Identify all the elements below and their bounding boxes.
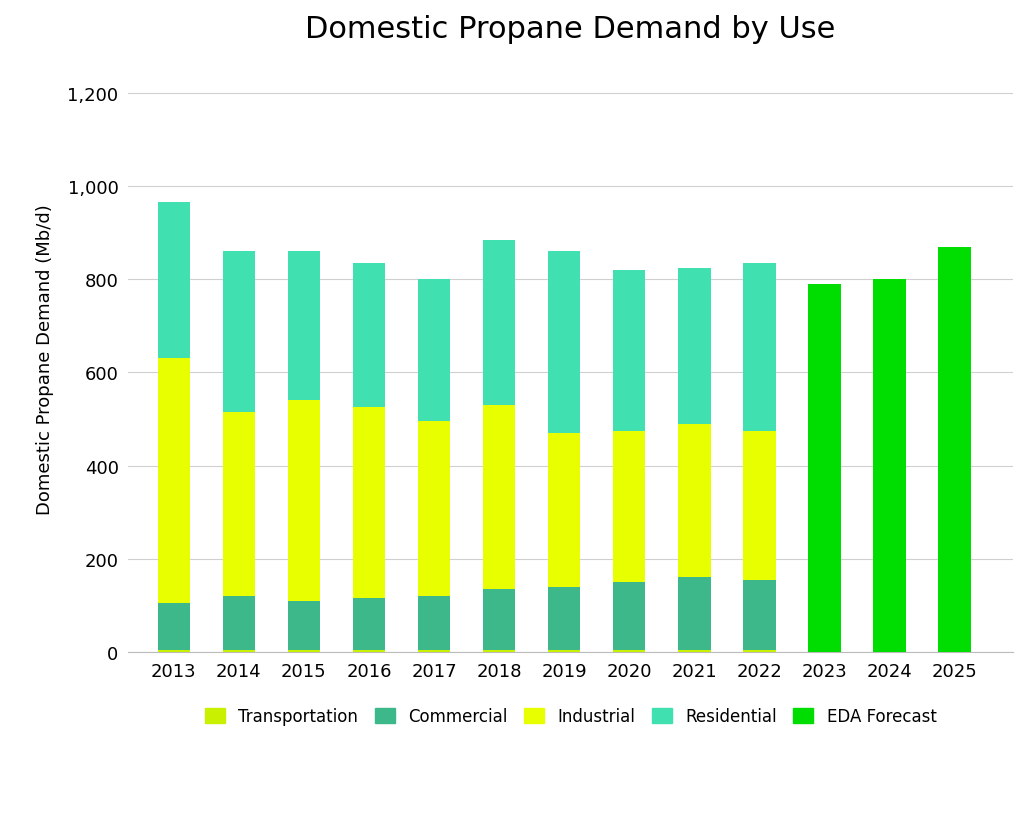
Legend: Transportation, Commercial, Industrial, Residential, EDA Forecast: Transportation, Commercial, Industrial, … bbox=[198, 700, 944, 732]
Bar bbox=[678, 424, 710, 577]
Bar bbox=[548, 252, 581, 433]
Bar bbox=[353, 599, 386, 650]
Bar bbox=[353, 408, 386, 599]
Bar bbox=[743, 264, 775, 431]
Bar bbox=[743, 650, 775, 652]
Bar bbox=[743, 580, 775, 650]
Bar bbox=[157, 203, 190, 359]
Bar bbox=[548, 587, 581, 650]
Bar bbox=[223, 252, 255, 413]
Bar bbox=[288, 252, 320, 400]
Bar bbox=[483, 405, 515, 590]
Bar bbox=[483, 240, 515, 405]
Bar bbox=[678, 577, 710, 650]
Bar bbox=[678, 268, 710, 424]
Bar bbox=[223, 413, 255, 596]
Bar bbox=[743, 431, 775, 580]
Bar bbox=[288, 650, 320, 652]
Bar bbox=[288, 400, 320, 601]
Bar bbox=[353, 264, 386, 408]
Bar bbox=[613, 270, 646, 431]
Bar bbox=[548, 650, 581, 652]
Bar bbox=[678, 650, 710, 652]
Bar bbox=[417, 280, 450, 422]
Bar bbox=[808, 284, 841, 652]
Bar bbox=[873, 280, 906, 652]
Bar bbox=[157, 604, 190, 650]
Bar bbox=[613, 431, 646, 582]
Bar bbox=[223, 596, 255, 650]
Y-axis label: Domestic Propane Demand (Mb/d): Domestic Propane Demand (Mb/d) bbox=[36, 204, 53, 514]
Bar bbox=[483, 650, 515, 652]
Bar bbox=[417, 596, 450, 650]
Bar bbox=[223, 650, 255, 652]
Bar bbox=[353, 650, 386, 652]
Bar bbox=[417, 422, 450, 596]
Bar bbox=[157, 650, 190, 652]
Bar bbox=[483, 590, 515, 650]
Bar bbox=[288, 601, 320, 650]
Bar bbox=[613, 650, 646, 652]
Bar bbox=[613, 582, 646, 650]
Bar bbox=[417, 650, 450, 652]
Title: Domestic Propane Demand by Use: Domestic Propane Demand by Use bbox=[305, 15, 836, 44]
Bar bbox=[548, 433, 581, 587]
Bar bbox=[157, 359, 190, 604]
Bar bbox=[939, 247, 970, 652]
